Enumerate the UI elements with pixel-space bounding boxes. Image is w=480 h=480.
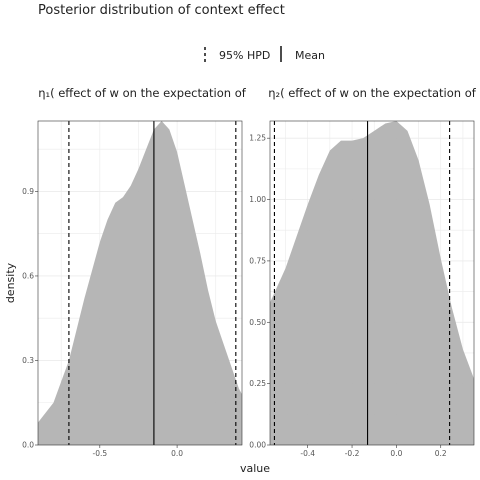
panel-1-x-tick-label: 0.0: [171, 449, 183, 458]
legend-hpd-label: 95% HPD: [219, 49, 270, 62]
panel-2-label: η₂( effect of w on the expectation of: [268, 86, 477, 100]
legend-mean-label: Mean: [295, 49, 325, 62]
panels: η₁( effect of w on the expectation of -0.…: [22, 86, 477, 458]
panel-1-label: η₁( effect of w on the expectation of: [38, 86, 247, 100]
y-axis-label: density: [4, 262, 17, 303]
panel-2-y-tick-label: 0.50: [249, 318, 266, 327]
panel-1-y-tick-label: 0.3: [22, 356, 34, 365]
panel-2-x-tick-label: -0.2: [345, 449, 360, 458]
panel-1-y-tick-label: 0.0: [22, 441, 34, 450]
panel-2-x-tick-label: -0.4: [300, 449, 315, 458]
panel-2: η₂( effect of w on the expectation of -0.…: [249, 86, 476, 458]
panel-2-y-tick-label: 1.00: [249, 195, 266, 204]
panel-2-y-tick-label: 0.75: [249, 256, 266, 265]
panel-1: η₁( effect of w on the expectation of -0.…: [22, 86, 247, 458]
legend: 95% HPD Mean: [205, 46, 325, 62]
panel-1-x-tick-label: -0.5: [92, 449, 107, 458]
panel-2-x-tick-label: 0.2: [435, 449, 447, 458]
panel-2-y-tick-label: 0.25: [249, 379, 266, 388]
panel-2-x-tick-label: 0.0: [390, 449, 402, 458]
panel-2-y-tick-label: 1.25: [249, 134, 266, 143]
figure-title: Posterior distribution of context effect: [38, 3, 285, 18]
panel-1-y-tick-label: 0.6: [22, 271, 34, 280]
panel-2-y-tick-label: 0.00: [249, 441, 266, 450]
panel-1-y-tick-label: 0.9: [22, 187, 34, 196]
x-axis-label: value: [240, 462, 270, 475]
